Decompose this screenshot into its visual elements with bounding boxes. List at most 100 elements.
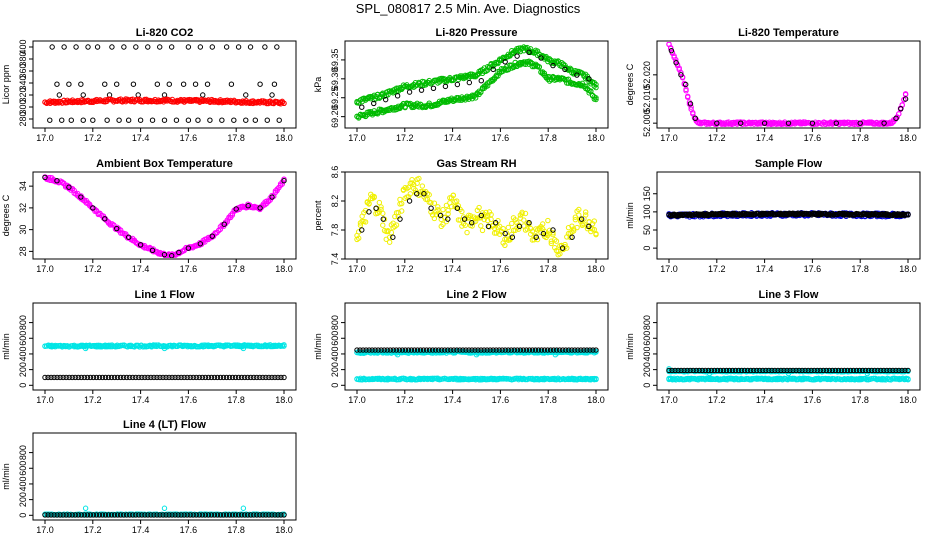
x-tick-label: 17.8 [227,395,245,405]
data-point [382,96,389,103]
data-point [775,367,781,374]
x-tick-label: 17.6 [180,395,198,405]
plot-title: Li-820 Temperature [738,27,839,39]
data-point [169,99,175,105]
data-point [681,80,688,87]
data-point [363,347,369,353]
data-point [705,367,712,374]
data-point [257,81,263,87]
data-point [547,347,554,353]
data-point [104,117,110,123]
data-point [82,505,89,511]
data-point [553,347,560,353]
x-tick-label: 18.0 [275,525,293,535]
data-point [678,72,684,78]
data-point [493,230,499,236]
data-point [428,205,434,211]
data-point [96,512,103,518]
data-point [466,347,472,353]
data-point [148,512,154,518]
data-point [569,234,575,240]
data-point [386,234,393,241]
data-point [414,191,420,197]
data-point [875,367,881,374]
data-point [148,374,154,381]
data-point [439,347,445,353]
data-point [414,347,421,353]
data-point [550,227,556,233]
data-point [799,367,805,374]
data-point [582,212,589,218]
plot-title: Gas Stream RH [436,158,516,170]
data-point [154,81,161,87]
data-point [166,81,172,87]
data-point [805,367,811,374]
data-point [173,117,180,123]
data-point [902,367,908,374]
data-point [137,117,144,123]
data-point [247,44,254,50]
data-point [673,56,679,63]
y-tick-label: 100 [642,204,652,219]
data-point [45,512,51,518]
data-point [149,247,156,254]
data-point [111,512,118,518]
data-point [509,220,515,227]
data-point [572,347,578,353]
data-point [133,512,139,518]
data-point [808,367,814,374]
x-tick-label: 17.8 [227,264,245,274]
data-point [205,512,212,518]
data-point [142,512,148,518]
data-point [175,374,181,381]
data-point [559,245,566,251]
data-point [696,367,702,374]
data-point [593,375,599,382]
data-point [517,347,524,353]
data-point [366,347,372,353]
data-point [199,374,206,381]
data-point [478,78,484,84]
data-point [396,347,403,353]
plot-data-area [42,505,287,518]
y-tick-label: 0 [642,383,652,388]
data-point [380,216,386,222]
plot-frame [656,171,921,260]
data-point [417,347,424,353]
data-point [254,512,260,518]
plot-frame [32,171,297,260]
data-point [548,240,554,247]
data-point [116,117,122,123]
data-point [114,512,121,518]
data-point [66,374,72,381]
data-point [666,367,672,374]
data-point [178,512,184,518]
data-point [272,512,278,518]
data-point [151,512,157,518]
data-point [445,216,451,222]
x-tick-label: 17.6 [492,264,510,274]
data-point [478,347,484,353]
data-point [66,81,72,87]
data-point [841,367,848,374]
data-point [550,62,556,69]
data-point [459,208,465,215]
data-point [378,347,384,353]
data-point [184,374,190,381]
data-point [231,117,237,123]
data-point [281,512,287,518]
data-point [473,352,480,358]
data-point [245,203,251,209]
data-point [576,212,582,218]
plot-frame [344,302,609,391]
x-tick-label: 18.0 [899,264,917,274]
data-point [829,367,836,374]
data-point [127,374,133,381]
data-point [133,374,139,381]
data-point [217,512,224,518]
data-point [54,178,60,184]
data-point [393,347,400,353]
plot-frame [32,432,297,521]
